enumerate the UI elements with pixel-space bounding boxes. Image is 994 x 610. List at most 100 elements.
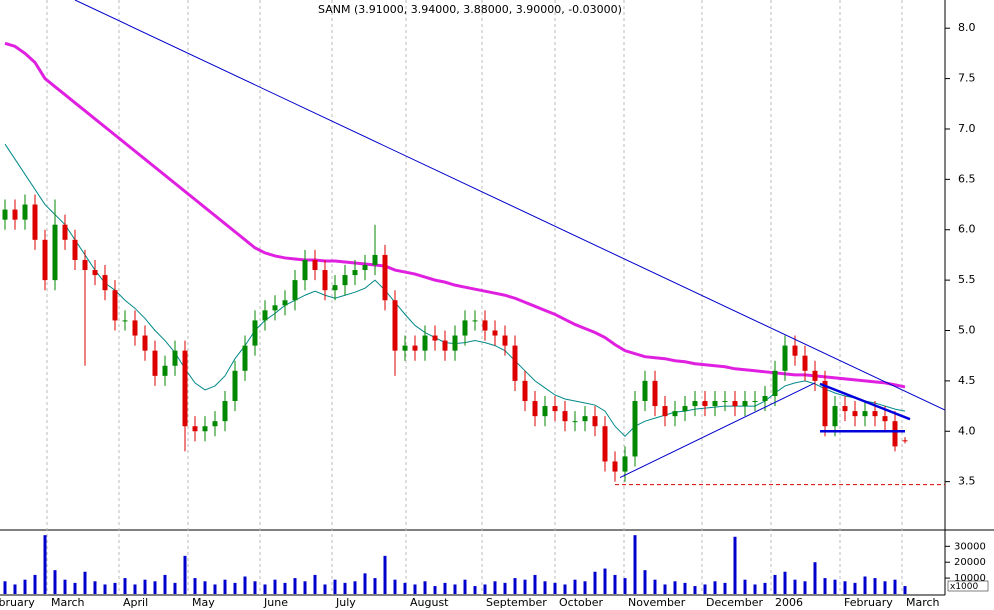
candle-body: [222, 401, 228, 422]
x-tick-label: 2006: [775, 596, 803, 609]
candle-body: [132, 320, 138, 336]
candle-body: [42, 239, 48, 281]
volume-bar: [383, 555, 387, 594]
candle-body: [752, 401, 758, 403]
candle-body: [122, 320, 128, 322]
volume-bar: [803, 581, 807, 594]
volume-bar: [173, 582, 177, 594]
candle-body: [482, 320, 488, 331]
moving-average-line: [4, 143, 906, 438]
volume-bar: [773, 574, 777, 594]
y-tick-label: 6.5: [958, 172, 976, 185]
candle-body: [142, 335, 148, 351]
candle-body: [102, 275, 108, 291]
candle-body: [652, 380, 658, 407]
volume-bar: [143, 579, 147, 594]
volume-bar: [313, 574, 317, 594]
volume-tick-label: 20000: [954, 557, 986, 568]
candle-body: [862, 411, 868, 417]
chart-title: SANM (3.91000, 3.94000, 3.88000, 3.90000…: [318, 3, 622, 16]
volume-bar: [533, 574, 537, 594]
volume-bar: [613, 574, 617, 594]
y-tick-label: 3.5: [958, 475, 976, 488]
candle-body: [352, 270, 358, 276]
x-tick-label: May: [192, 596, 215, 609]
candle-body: [682, 406, 688, 412]
x-tick-label: September: [486, 596, 547, 609]
candle-body: [772, 370, 778, 396]
candle-body: [492, 330, 498, 336]
volume-bar: [763, 582, 767, 594]
candle-body: [212, 421, 218, 427]
volume-bar: [743, 579, 747, 594]
volume-bar: [513, 578, 517, 594]
volume-bar: [843, 581, 847, 594]
volume-bar: [603, 568, 607, 594]
volume-bar: [293, 578, 297, 594]
volume-bar: [73, 582, 77, 594]
volume-tick-label: 30000: [954, 541, 986, 552]
x-tick-label: October: [559, 596, 603, 609]
trendline: [819, 382, 911, 421]
trendline: [74, 0, 945, 411]
x-tick-label: June: [263, 596, 288, 609]
volume-bar: [793, 579, 797, 594]
volume-tick-label: 10000: [954, 573, 986, 584]
volume-bar: [853, 582, 857, 594]
volume-bar: [693, 586, 697, 594]
candle-body: [782, 345, 788, 371]
candle-body: [792, 345, 798, 356]
candle-body: [602, 426, 608, 462]
candle-body: [12, 209, 18, 220]
candle-body: [252, 320, 258, 346]
volume-bar: [133, 584, 137, 594]
y-tick-label: 7.0: [958, 122, 976, 135]
volume-bar: [33, 574, 37, 594]
candle-body: [672, 411, 678, 417]
candle-body: [542, 406, 548, 417]
volume-bar: [713, 581, 717, 594]
candle-body: [112, 290, 118, 321]
candle-body: [552, 406, 558, 412]
volume-bar: [753, 584, 757, 594]
volume-bar: [63, 579, 67, 594]
candle-body: [182, 350, 188, 427]
candle-body: [22, 204, 28, 220]
candle-body: [272, 305, 278, 311]
candle-body: [562, 411, 568, 422]
candle-body: [292, 280, 298, 301]
candle-body: [2, 209, 8, 220]
volume-bar: [463, 579, 467, 594]
candle-body: [162, 365, 168, 376]
volume-bar: [623, 578, 627, 594]
candle-body: [712, 401, 718, 407]
candle-body: [312, 259, 318, 271]
candle-body: [832, 406, 838, 427]
candle-body: [722, 401, 728, 403]
candle-body: [882, 416, 888, 422]
candle-body: [702, 401, 708, 407]
y-tick-label: 5.0: [958, 323, 976, 336]
y-tick-label: 5.5: [958, 273, 976, 286]
x-tick-label: February: [844, 596, 893, 609]
volume-bar: [373, 578, 377, 594]
candle-body: [322, 270, 328, 291]
volume-bar: [903, 586, 907, 594]
volume-bar: [643, 570, 647, 594]
candle-body: [342, 275, 348, 286]
y-tick-label: 8.0: [958, 21, 976, 34]
candle-body: [402, 345, 408, 351]
candle-body: [502, 335, 508, 346]
candle-body: [732, 401, 738, 407]
y-tick-label: 4.0: [958, 424, 976, 437]
candle-body: [62, 224, 68, 240]
volume-bar: [683, 582, 687, 594]
volume-bar: [723, 582, 727, 594]
y-tick-label: 6.0: [958, 223, 976, 236]
candle-body: [582, 416, 588, 422]
x-tick-label: August: [410, 596, 449, 609]
volume-bar: [343, 582, 347, 594]
candle-body: [452, 335, 458, 351]
volume-bar: [523, 579, 527, 594]
